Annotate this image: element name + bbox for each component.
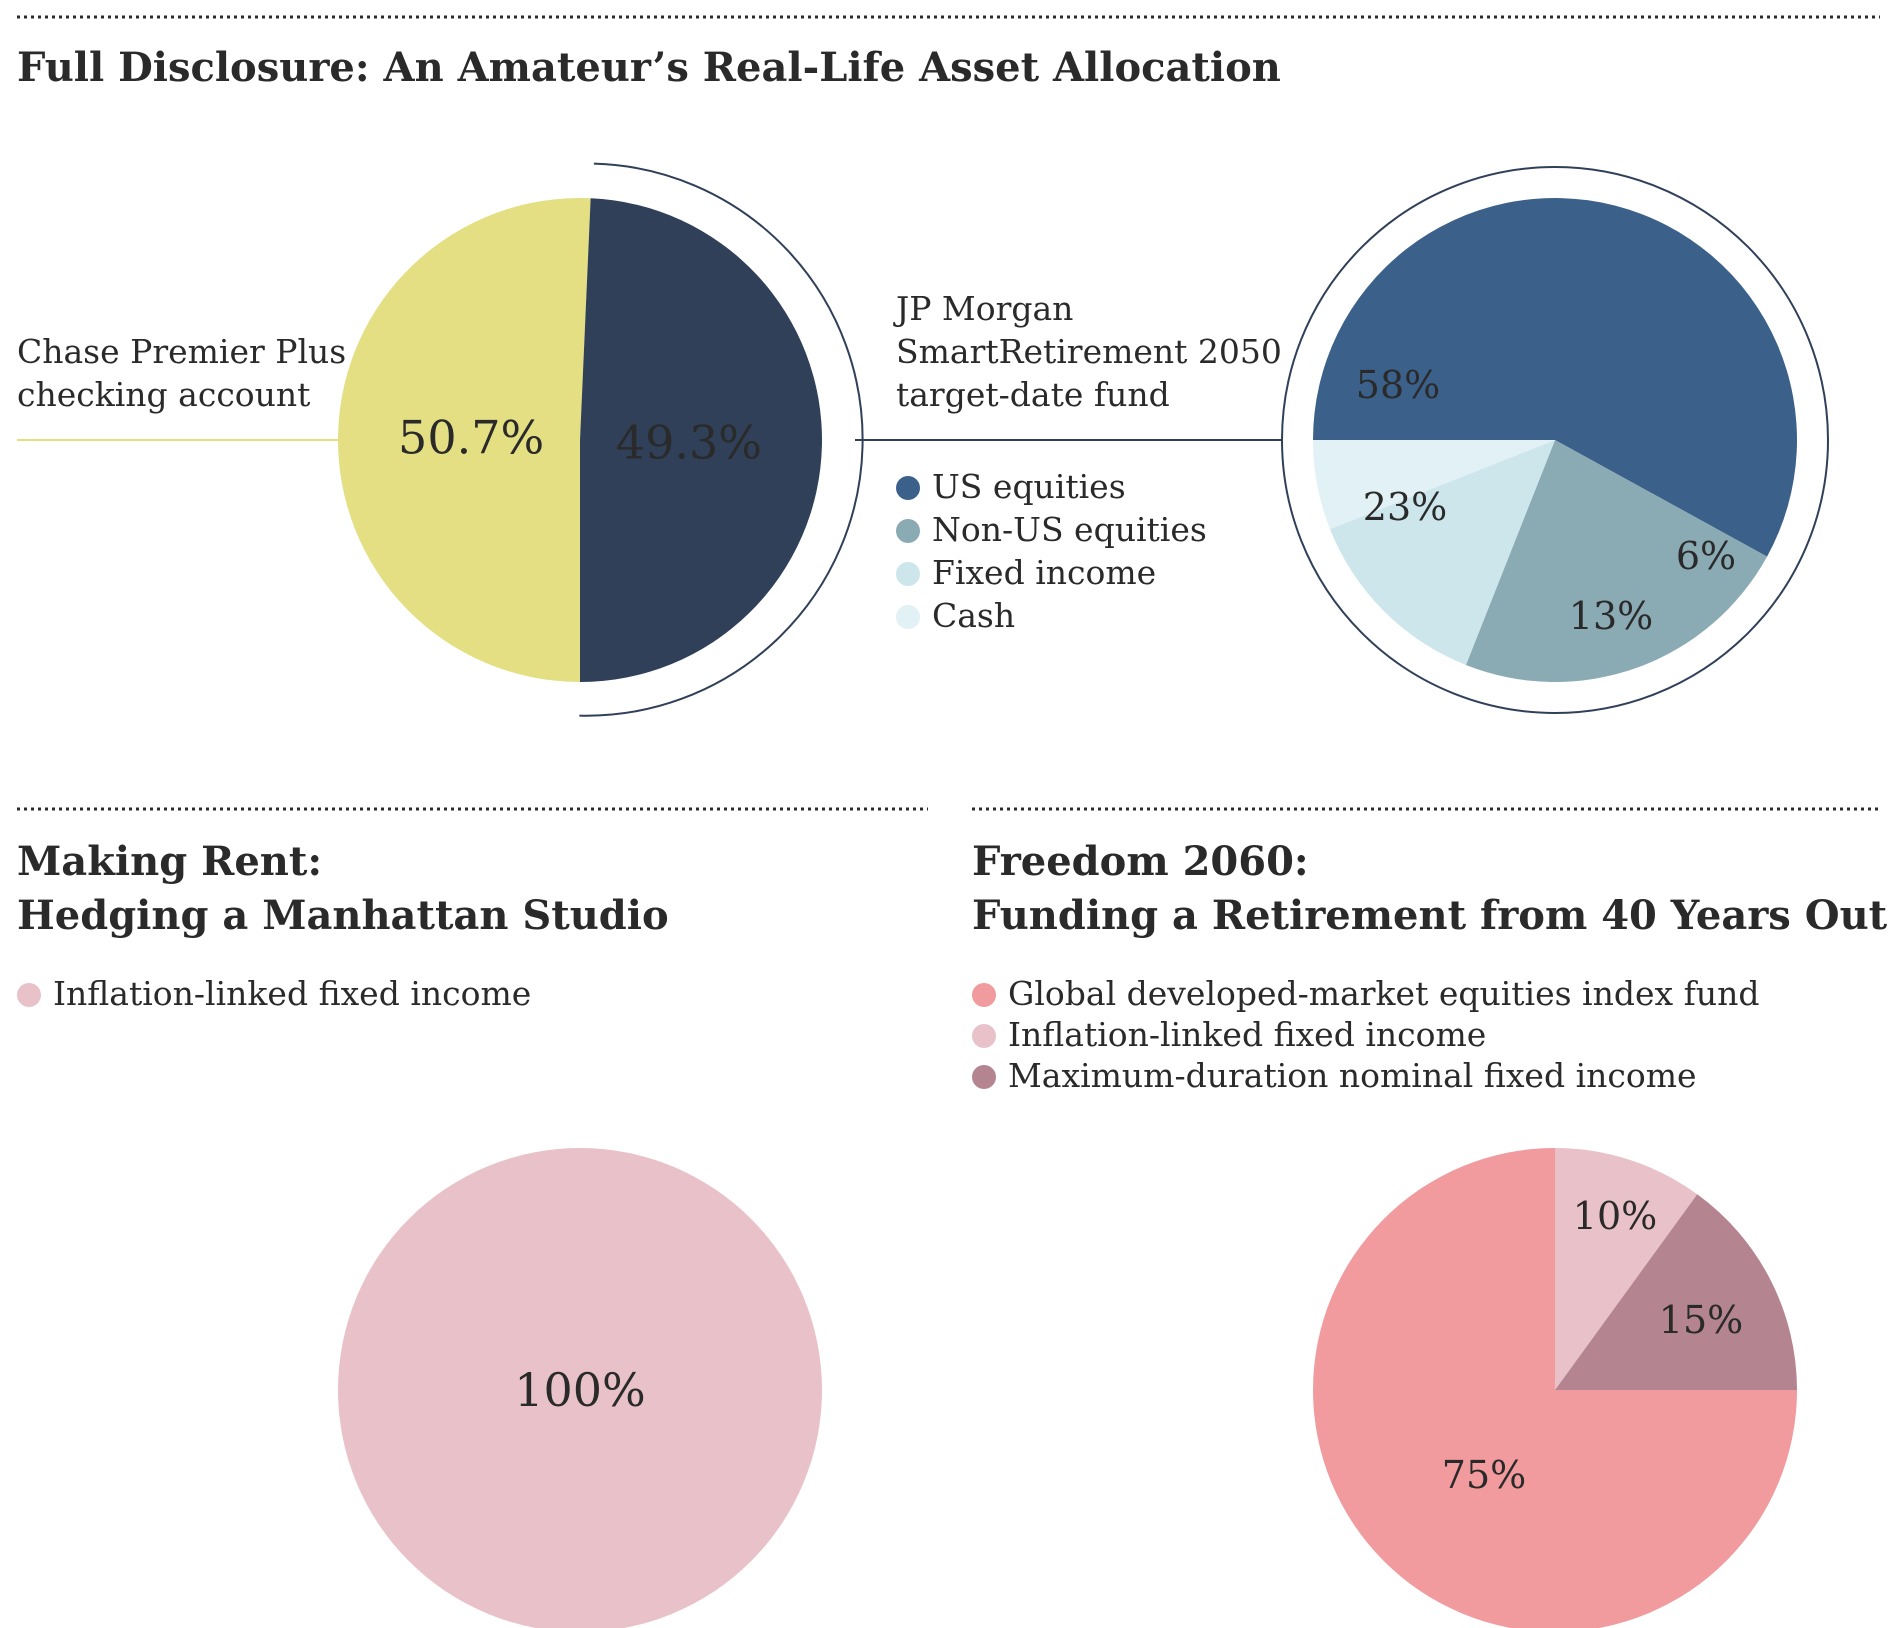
pie-slice-chase-premier-plus-checking-account xyxy=(338,197,591,683)
fund-bracket-arc xyxy=(579,162,864,717)
pie-slice-jp-morgan-smartretirement-2050-target-date-fund xyxy=(580,198,823,683)
legend-swatch-cash xyxy=(896,605,920,629)
pie-value-label: 49.3% xyxy=(616,415,762,469)
rent-legend: Inflation-linked fixed income xyxy=(17,974,531,1013)
pie-slice-inflation-linked-fixed-income xyxy=(1555,1148,1698,1390)
fund-legend: US equities Non-US equities Fixed income Ca… xyxy=(896,467,1207,635)
legend-label: Inflation-linked fixed income xyxy=(1008,1015,1486,1054)
pie-value-label: 10% xyxy=(1573,1194,1657,1238)
legend-swatch-inflation-linked-fixed-income xyxy=(972,1024,996,1048)
legend-label: Cash xyxy=(932,596,1015,635)
account-label: Chase Premier Plus checking account xyxy=(17,332,357,414)
legend-swatch-us-equities xyxy=(896,476,920,500)
pie-slice-fixed-income xyxy=(1329,440,1555,666)
legend-swatch-inflation-linked-fixed-income xyxy=(17,983,41,1007)
legend-label: Non-US equities xyxy=(932,510,1207,549)
legend-label: Inflation-linked fixed income xyxy=(53,974,531,1013)
pie-value-label: 50.7% xyxy=(398,411,544,465)
section3-title: Freedom 2060: Funding a Retirement from … xyxy=(972,838,1888,939)
pie-value-label: 15% xyxy=(1659,1298,1743,1342)
legend-label: Maximum-duration nominal fixed income xyxy=(1008,1056,1697,1095)
pie-slice-global-developed-market-equities-index-fund xyxy=(1313,1148,1797,1628)
rent-pie: 100% xyxy=(338,1148,822,1628)
pie-value-label: 75% xyxy=(1442,1453,1526,1497)
pie-value-label: 23% xyxy=(1363,485,1447,529)
pie-value-label: 6% xyxy=(1676,534,1736,578)
pie-slice-non-us-equities xyxy=(1465,440,1768,683)
retirement-pie: 75% 10% 15% xyxy=(1313,1148,1797,1628)
pie-slice-cash xyxy=(1313,440,1555,530)
pie-value-label: 100% xyxy=(514,1363,646,1417)
fund-outer-ring xyxy=(1281,166,1829,714)
section1-title: Full Disclosure: An Amateur’s Real-Life … xyxy=(17,44,1281,91)
legend-swatch-fixed-income xyxy=(896,562,920,586)
section2-title: Making Rent: Hedging a Manhattan Studio xyxy=(17,838,669,939)
legend-swatch-non-us-equities xyxy=(896,519,920,543)
fund-pie: 58% 23% 13% 6% xyxy=(1313,197,1797,683)
pie-slice-maximum-duration-nominal-fixed-income xyxy=(1555,1194,1797,1390)
legend-label: US equities xyxy=(932,467,1126,506)
fund-label: JP Morgan SmartRetirement 2050 target-da… xyxy=(893,289,1292,414)
pie-value-label: 58% xyxy=(1356,363,1440,407)
legend-swatch-global-developed-market-equities-index-fund xyxy=(972,983,996,1007)
pie-value-label: 13% xyxy=(1569,594,1653,638)
legend-label: Global developed-market equities index f… xyxy=(1008,974,1759,1013)
pie-slice-inflation-linked-fixed-income xyxy=(338,1148,822,1628)
retirement-legend: Global developed-market equities index f… xyxy=(972,974,1759,1095)
legend-swatch-maximum-duration-nominal-fixed-income xyxy=(972,1065,996,1089)
pie-slice-us-equities xyxy=(1313,197,1797,557)
legend-label: Fixed income xyxy=(932,553,1156,592)
allocation-pie: 50.7% 49.3% xyxy=(338,197,823,683)
